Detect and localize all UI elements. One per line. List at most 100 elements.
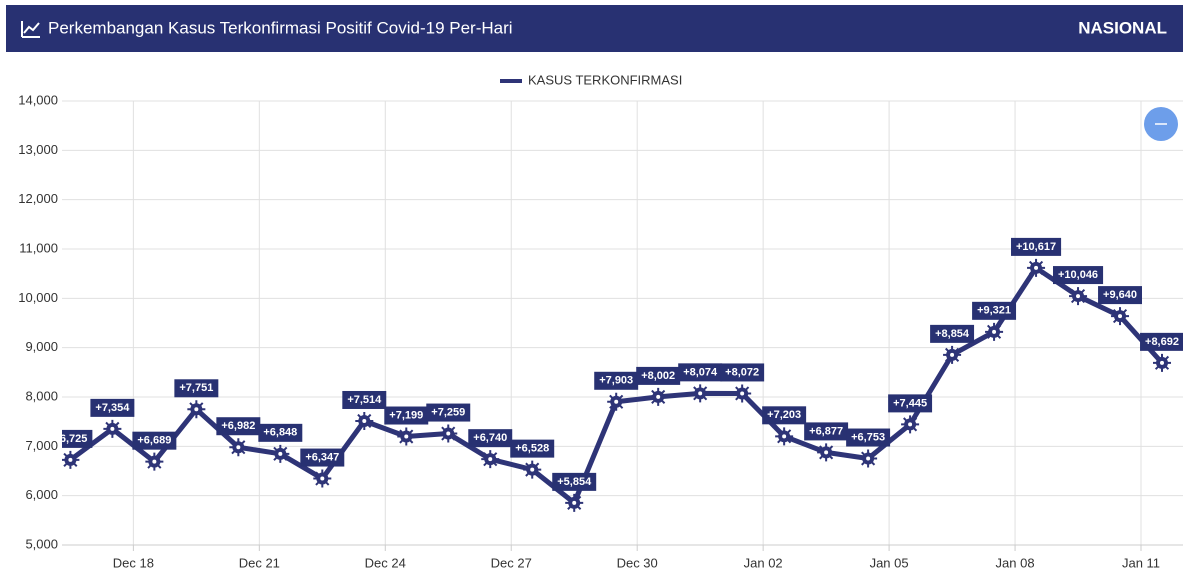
data-label-text: +6,848 [263,427,297,439]
data-label-box [804,422,849,441]
virus-dot [866,456,871,461]
virus-marker [817,443,836,462]
virus-dot [488,457,493,462]
data-label-text: +6,982 [221,420,255,432]
virus-marker [62,450,80,469]
y-tick-label: 9,000 [25,339,58,354]
virus-dot [1160,360,1165,365]
virus-spikes [355,411,374,430]
data-label-box [1140,332,1183,351]
virus-marker [397,427,416,446]
data-label-box [972,301,1017,320]
data-label-text: +10,617 [1016,241,1056,253]
zoom-button[interactable] [1144,107,1178,141]
data-label-box [594,371,639,390]
virus-spikes [397,427,416,446]
virus-dot [572,500,577,505]
virus-dot [68,457,73,462]
virus-marker [523,460,542,479]
header-bar [6,5,1183,52]
x-tick-label: Dec 27 [491,555,532,570]
virus-marker [271,444,290,463]
x-tick-label: Dec 30 [617,555,658,570]
virus-dot [446,431,451,436]
virus-dot [404,434,409,439]
virus-marker [103,419,122,438]
virus-marker [355,411,374,430]
data-label: +8,692 [1140,332,1183,351]
virus-spikes [1153,353,1172,372]
y-tick-label: 6,000 [25,487,58,502]
virus-marker [481,450,500,469]
virus-spikes [103,419,122,438]
data-label-text: +10,046 [1058,269,1098,281]
virus-spikes [649,387,668,406]
data-label: +9,321 [972,301,1017,320]
virus-dot [152,459,157,464]
y-tick-label: 5,000 [25,536,58,551]
virus-marker [187,400,206,419]
virus-spikes [187,400,206,419]
y-tick-label: 13,000 [18,142,58,157]
virus-spikes [1069,287,1088,306]
virus-marker [607,392,626,411]
x-tick-label: Dec 21 [239,555,280,570]
data-label-box [90,398,135,417]
data-label-text: +8,002 [641,370,675,382]
virus-marker [1027,258,1046,277]
data-label-text: +7,199 [389,409,423,421]
legend: KASUS TERKONFIRMASI [500,72,682,87]
virus-marker [313,469,332,488]
data-label: +6,689 [132,431,177,450]
data-label-box [552,472,597,491]
data-label-box [174,379,219,398]
virus-marker [439,424,458,443]
y-tick-label: 14,000 [18,92,58,107]
virus-marker [649,387,668,406]
data-label-text: +6,528 [515,443,549,455]
virus-spikes [523,460,542,479]
y-tick-label: 10,000 [18,290,58,305]
data-label: +6,982 [216,417,261,436]
data-label-text: +7,445 [893,397,927,409]
virus-spikes [439,424,458,443]
virus-dot [782,434,787,439]
data-label: +6,848 [258,423,303,442]
data-label-text: +6,725 [53,433,87,445]
data-label: +10,046 [1052,266,1104,285]
data-label-box [468,429,513,448]
virus-marker [859,449,878,468]
chart-title: Perkembangan Kasus Terkonfirmasi Positif… [48,18,513,37]
y-tick-label: 11,000 [19,240,58,255]
virus-dot [992,329,997,334]
data-label-text: +6,753 [851,431,885,443]
data-label: +7,203 [762,406,807,425]
virus-dot [1118,314,1123,319]
virus-marker [1153,353,1172,372]
data-label: +5,854 [552,472,597,491]
data-label-box [930,324,975,343]
virus-marker [1069,287,1088,306]
x-tick-label: Jan 05 [870,555,909,570]
data-label-text: +6,347 [305,451,339,463]
data-label-box [510,439,555,458]
virus-marker [775,427,794,446]
data-label-text: +7,203 [767,409,801,421]
data-label-box [636,366,681,385]
virus-dot [530,467,535,472]
virus-dot [320,476,325,481]
chart-icon [21,21,40,38]
data-label-box [762,406,807,425]
x-tick-label: Dec 24 [365,555,406,570]
data-label-text: +5,854 [557,476,592,488]
virus-spikes [565,493,584,512]
x-tick-label: Dec 18 [113,555,154,570]
virus-dot [614,399,619,404]
virus-spikes [901,415,920,434]
data-label: +10,617 [1011,237,1062,256]
data-label-text: +6,877 [809,425,843,437]
virus-spikes [607,392,626,411]
data-label: +7,259 [426,403,471,422]
virus-spikes [229,438,248,457]
